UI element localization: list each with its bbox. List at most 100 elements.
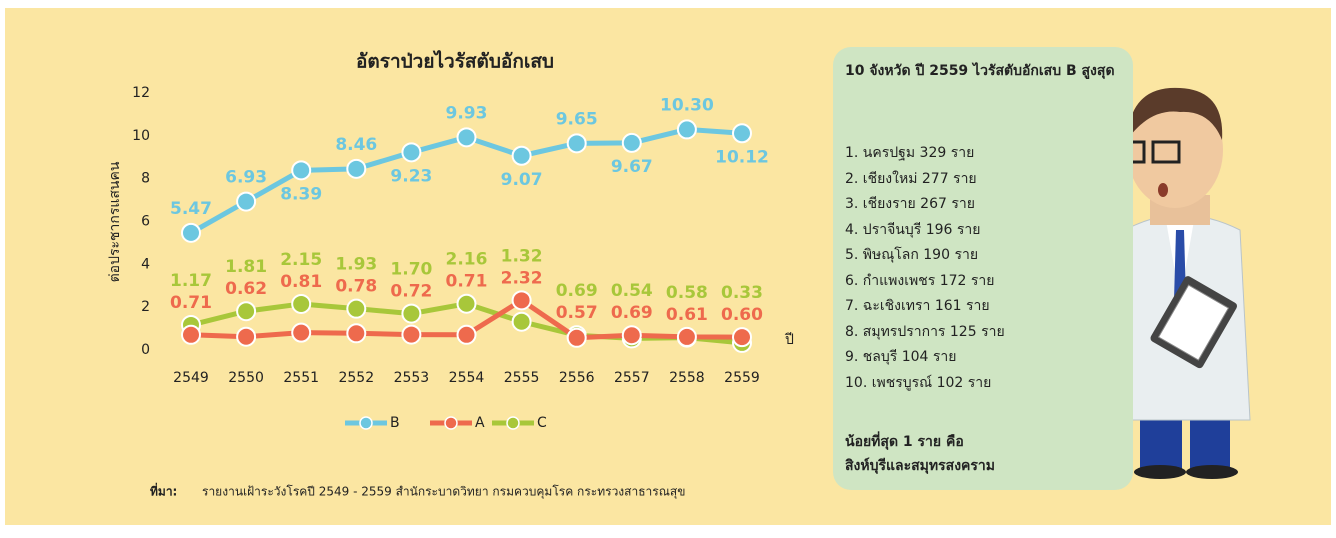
data-point [623,326,641,344]
x-axis-label: ปี [785,332,794,348]
data-point [402,326,420,344]
province-item: 9. ชลบุรี 104 ราย [845,345,1005,371]
data-point [182,224,200,242]
value-label: 0.69 [556,281,598,301]
chart: อัตราป่วยไวรัสตับอักเสบ ต่อประชากรแสนคน … [0,0,1336,538]
x-tick-label: 2551 [283,370,319,386]
legend-label: C [537,415,547,431]
value-label: 0.72 [390,282,432,302]
value-label: 9.65 [556,109,598,129]
value-label: 0.69 [611,303,653,323]
value-label: 5.47 [170,199,212,219]
data-point [402,305,420,323]
province-item: 2. เชียงใหม่ 277 ราย [845,167,1005,193]
page: อัตราป่วยไวรัสตับอักเสบ ต่อประชากรแสนคน … [0,0,1336,538]
chart-title: อัตราป่วยไวรัสตับอักเสบ [356,50,554,73]
value-label: 0.57 [556,303,598,323]
source: รายงานเฝ้าระวังโรคปี 2549 - 2559 สำนักระ… [202,485,685,500]
x-tick-label: 2552 [338,370,374,386]
value-label: 0.81 [280,272,322,292]
value-label: 9.93 [446,103,488,123]
data-point [237,328,255,346]
province-item: 4. ปราจีนบุรี 196 ราย [845,218,1005,244]
data-point [733,328,751,346]
province-item: 8. สมุทรปราการ 125 ราย [845,320,1005,346]
y-axis-label: ต่อประชากรแสนคน [107,161,123,282]
data-point [733,124,751,142]
data-point [347,300,365,318]
x-tick-label: 2557 [614,370,650,386]
value-label: 10.12 [715,147,769,167]
data-point [678,328,696,346]
value-label: 9.67 [611,157,653,177]
value-label: 0.61 [666,305,708,325]
data-point [458,326,476,344]
value-label: 0.62 [225,279,267,299]
panel-title: 10 จังหวัด ปี 2559 ไวรัสตับอักเสบ B สูงส… [845,59,1125,83]
x-tick-label: 2554 [449,370,485,386]
panel-footer: น้อยที่สุด 1 ราย คือสิงห์บุรีและสมุทรสงค… [845,430,995,478]
legend-marker [360,417,372,429]
y-tick-label: 12 [132,85,150,101]
data-point [182,326,200,344]
x-tick-label: 2556 [559,370,595,386]
data-point [237,193,255,211]
footer-line: น้อยที่สุด 1 ราย คือ [845,430,995,454]
source-label: ที่มา: [150,483,177,499]
y-tick-label: 4 [141,256,150,272]
value-label: 2.32 [501,268,543,288]
x-tick-label: 2549 [173,370,209,386]
province-item: 5. พิษณุโลก 190 ราย [845,243,1005,269]
legend-label: A [475,415,485,431]
data-point [678,120,696,138]
data-point [292,161,310,179]
value-label: 1.81 [225,257,267,277]
province-item: 7. ฉะเชิงเทรา 161 ราย [845,294,1005,320]
legend-label: B [390,415,400,431]
y-tick-label: 8 [141,171,150,187]
province-item: 6. กำแพงเพชร 172 ราย [845,269,1005,295]
province-item: 10. เพชรบูรณ์ 102 ราย [845,371,1005,397]
data-point [347,160,365,178]
x-tick-label: 2553 [394,370,430,386]
value-label: 1.93 [335,255,377,275]
x-tick-label: 2559 [724,370,760,386]
footer-line: สิงห์บุรีและสมุทรสงคราม [845,454,995,478]
value-label: 0.58 [666,283,708,303]
info-panel: 10 จังหวัด ปี 2559 ไวรัสตับอักเสบ B สูงส… [833,47,1133,490]
value-label: 2.15 [280,250,322,270]
y-tick-label: 10 [132,128,150,144]
province-item: 3. เชียงราย 267 ราย [845,192,1005,218]
data-point [623,134,641,152]
value-label: 9.07 [501,170,543,190]
legend-marker [507,417,519,429]
data-point [347,324,365,342]
value-label: 0.33 [721,283,763,303]
data-point [513,313,531,331]
data-point [402,143,420,161]
data-point [513,291,531,309]
y-tick-label: 0 [141,342,150,358]
value-label: 0.60 [721,305,763,325]
x-tick-label: 2555 [504,370,540,386]
x-tick-label: 2558 [669,370,705,386]
value-label: 1.32 [501,246,543,266]
value-label: 0.71 [446,272,488,292]
value-label: 1.70 [390,260,432,280]
value-label: 9.23 [390,166,432,186]
data-point [568,134,586,152]
data-point [292,295,310,313]
y-tick-label: 6 [141,214,150,230]
data-point [458,128,476,146]
value-label: 1.17 [170,271,212,291]
y-tick-label: 2 [141,299,150,315]
province-item: 1. นครปฐม 329 ราย [845,141,1005,167]
data-point [458,295,476,313]
value-label: 10.30 [660,95,714,115]
value-label: 8.46 [335,135,377,155]
data-point [237,302,255,320]
data-point [568,329,586,347]
value-label: 0.71 [170,293,212,313]
data-point [513,147,531,165]
